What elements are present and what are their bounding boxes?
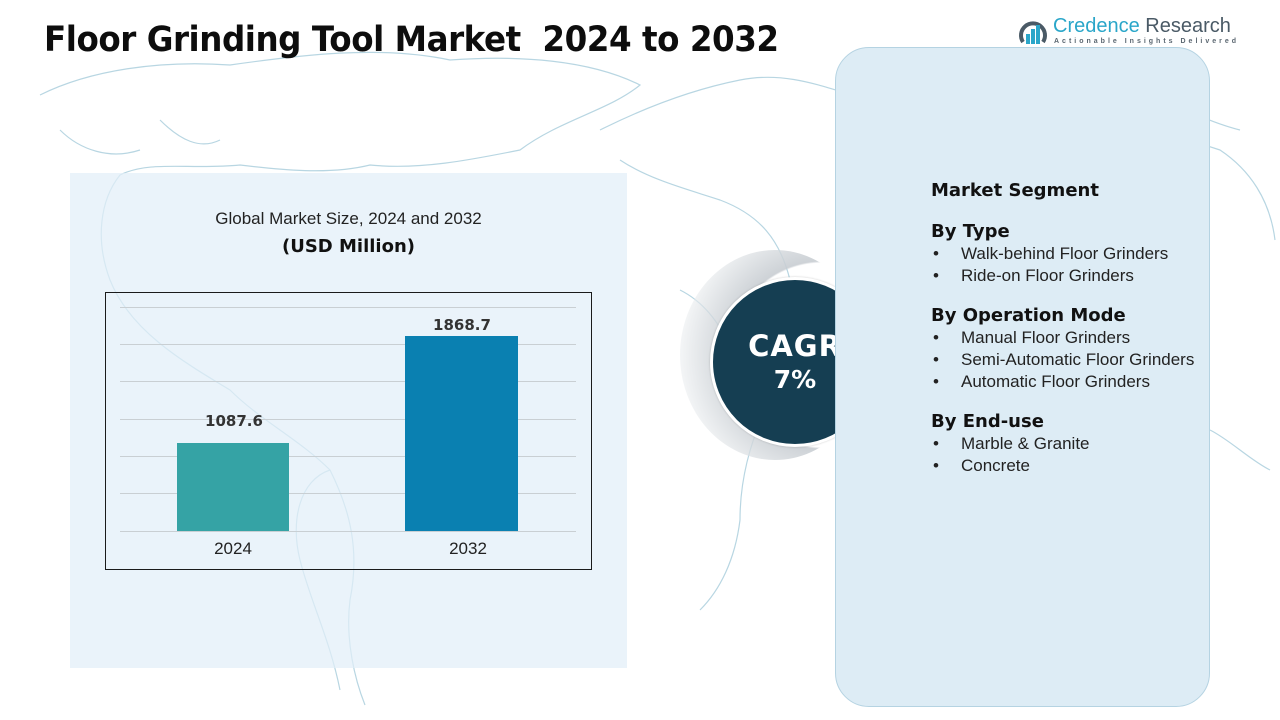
bullet-icon: •: [933, 372, 939, 391]
segment-item: • Concrete: [931, 455, 1206, 477]
logo-name-research: Research: [1139, 15, 1231, 37]
bullet-icon: •: [933, 434, 939, 453]
market-segment-list: Market Segment By Type • Walk-behind Floo…: [931, 180, 1206, 495]
bar-category-2024: 2024: [214, 539, 252, 558]
segment-item-label: Marble & Granite: [961, 434, 1090, 453]
market-segment-heading: Market Segment: [931, 180, 1099, 201]
bar-value-2024: 1087.6: [205, 412, 263, 430]
chart-title: Global Market Size, 2024 and 2032: [215, 209, 482, 228]
bullet-icon: •: [933, 244, 939, 263]
gridline: [120, 381, 576, 382]
segment-item: • Walk-behind Floor Grinders: [931, 243, 1206, 265]
gridline: [120, 419, 576, 420]
bullet-icon: •: [933, 350, 939, 369]
segment-item: • Automatic Floor Grinders: [931, 371, 1206, 393]
gridline: [120, 493, 576, 494]
chart-unit: (USD Million): [281, 236, 415, 257]
segment-item-label: Walk-behind Floor Grinders: [961, 244, 1169, 263]
logo-tagline: Actionable Insights Delivered: [1054, 38, 1240, 45]
market-segment-panel: [835, 47, 1210, 707]
gridline: [120, 456, 576, 457]
bar-chart-logo-icon: [1019, 21, 1047, 44]
segment-item: • Semi-Automatic Floor Grinders: [931, 349, 1206, 371]
segment-item-label: Manual Floor Grinders: [961, 328, 1131, 347]
page-title: Floor Grinding Tool Market 2024 to 2032: [44, 20, 779, 60]
bar-2032: [405, 336, 518, 531]
gridline: [120, 531, 576, 532]
segment-group-type: By Type • Walk-behind Floor Grinders • Rid…: [931, 221, 1206, 287]
segment-item: • Manual Floor Grinders: [931, 327, 1206, 349]
cagr-value: 7%: [773, 365, 817, 394]
segment-group-title: By End-use: [931, 411, 1044, 432]
segment-item-label: Automatic Floor Grinders: [961, 372, 1150, 391]
segment-item-label: Concrete: [961, 456, 1030, 475]
credence-research-logo: Credence Research Actionable Insights De…: [1017, 14, 1236, 50]
segment-item-label: Semi-Automatic Floor Grinders: [961, 350, 1195, 369]
cagr-label: CAGR: [748, 329, 842, 363]
bullet-icon: •: [933, 328, 939, 347]
market-size-chart-panel: Global Market Size, 2024 and 2032 (USD M…: [70, 173, 627, 668]
segment-item: • Marble & Granite: [931, 433, 1206, 455]
bar-value-2032: 1868.7: [433, 316, 491, 334]
segment-item: • Ride-on Floor Grinders: [931, 265, 1206, 287]
bullet-icon: •: [933, 456, 939, 475]
segment-group-title: By Operation Mode: [931, 305, 1126, 326]
gridline: [120, 307, 576, 308]
segment-group-operation-mode: By Operation Mode • Manual Floor Grinders…: [931, 305, 1206, 393]
segment-item-label: Ride-on Floor Grinders: [961, 266, 1134, 285]
segment-group-title: By Type: [931, 221, 1010, 242]
bar-chart: 1087.6 2024 1868.7 2032: [105, 292, 592, 570]
segment-group-end-use: By End-use • Marble & Granite • Concrete: [931, 411, 1206, 477]
gridline: [120, 344, 576, 345]
bullet-icon: •: [933, 266, 939, 285]
bar-2024: [177, 443, 289, 531]
logo-name-credence: Credence: [1053, 15, 1140, 37]
bar-category-2032: 2032: [449, 539, 487, 558]
logo-name: Credence Research: [1053, 15, 1231, 38]
